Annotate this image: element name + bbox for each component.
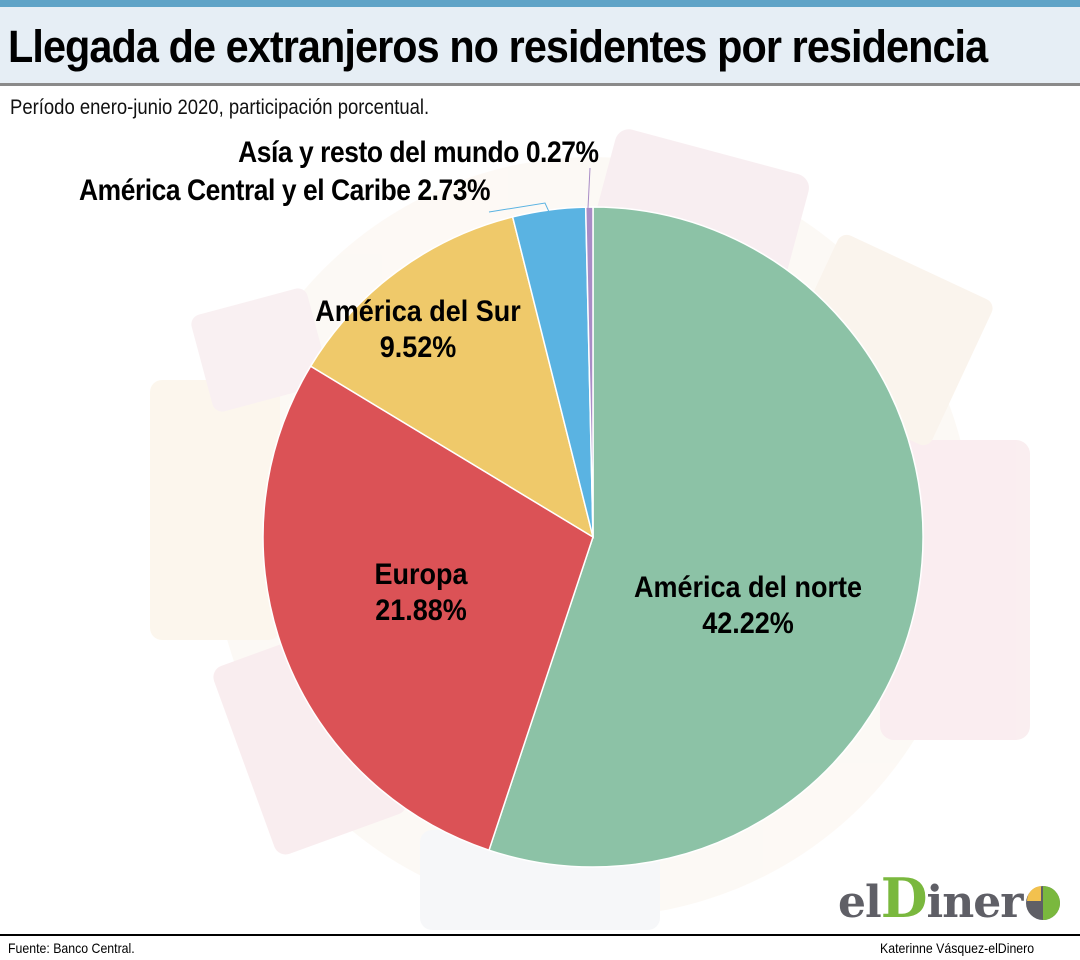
suitcase-shape bbox=[191, 288, 329, 412]
chart-subtitle: Período enero-junio 2020, participación … bbox=[10, 96, 430, 119]
label-europa-name: Europa bbox=[374, 558, 468, 591]
leader-line-caribe bbox=[488, 202, 551, 215]
label-sur-value: 9.52% bbox=[379, 331, 457, 364]
pie-slice-américa-del-norte bbox=[488, 206, 924, 868]
suitcase-shape bbox=[150, 380, 280, 640]
eldinero-logo: elDiner bbox=[838, 871, 1062, 928]
source-note: Fuente: Banco Central. bbox=[8, 940, 135, 956]
footer-divider bbox=[0, 934, 1080, 936]
pie-slice-asía-y-resto-del-mundo bbox=[584, 206, 594, 538]
pie-slice-américa-del-sur bbox=[309, 216, 595, 539]
label-caribe: América Central y el Caribe 2.73% bbox=[78, 174, 490, 207]
credit-note: Katerinne Vásquez-elDinero bbox=[879, 940, 1034, 956]
label-norte-value: 42.22% bbox=[702, 607, 794, 640]
label-sur-name: América del Sur bbox=[315, 295, 521, 328]
logo-pie-icon bbox=[1026, 886, 1061, 920]
label-sur: América del Sur 9.52% bbox=[315, 294, 521, 366]
label-asia: Asía y resto del mundo 0.27% bbox=[237, 136, 599, 169]
top-accent-rule bbox=[0, 0, 1080, 7]
title-divider bbox=[0, 83, 1080, 86]
label-norte-name: América del norte bbox=[633, 571, 863, 604]
logo-wordmark: elDiner bbox=[838, 866, 1023, 930]
label-europa-value: 21.88% bbox=[375, 594, 467, 627]
title-band: Llegada de extranjeros no residentes por… bbox=[0, 7, 1080, 83]
leader-line-asia bbox=[587, 167, 591, 209]
chart-title: Llegada de extranjeros no residentes por… bbox=[8, 21, 988, 72]
label-europa: Europa 21.88% bbox=[374, 557, 467, 629]
label-norte: América del norte 42.22% bbox=[634, 570, 862, 642]
